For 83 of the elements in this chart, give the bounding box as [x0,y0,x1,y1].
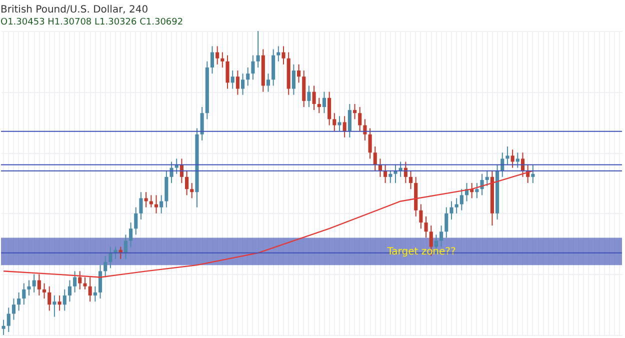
candlestick [37,274,41,296]
candlestick [144,192,148,208]
candlestick [134,206,138,236]
candlestick [73,270,77,293]
candlestick [307,85,311,108]
candlestick [444,206,448,238]
candlestick [450,200,454,220]
band-label: Target zone?? [386,246,456,258]
candlestick [256,30,260,68]
candlestick [62,288,66,312]
candlestick [296,64,301,84]
candlestick [338,116,342,132]
candlestick [332,112,336,132]
candlestick [506,146,510,166]
candlestick [83,276,87,290]
candlestick [226,54,230,90]
candlestick [317,97,321,114]
candlestick [368,128,372,160]
candlestick [230,70,234,90]
candlestick [454,198,458,214]
candlestick [200,106,204,141]
chart-subtitle: O1.30453 H1.30708 L1.30326 C1.30692 [0,18,184,28]
candlestick [348,103,352,138]
candlestick [42,282,46,300]
candlestick [216,46,220,65]
candlestick [266,73,270,92]
candlestick [58,294,62,312]
candlestick [210,46,214,74]
candlestick [12,298,16,320]
candlestick [52,294,56,318]
candlestick [78,270,82,290]
candlestick [328,91,332,126]
candlestick [236,70,240,96]
candlestick [170,161,174,184]
candlestick [154,194,158,214]
candlestick [510,149,514,168]
candlestick [358,106,362,132]
candlestick [114,246,118,260]
candlestick [149,194,153,208]
candlestick [124,234,128,260]
candlestick [485,170,489,187]
candlestick [312,85,316,111]
candlestick [531,164,535,184]
candlestick [408,170,413,190]
candlestick [27,280,31,296]
candlestick [363,118,367,141]
chart-title: British Pound/U.S. Dollar, 240 [0,4,148,16]
candlestick [419,204,423,230]
candlestick [104,255,108,278]
candlestick [93,286,97,302]
candlestick [48,286,52,312]
candlestick [160,194,164,214]
candlestick [98,264,102,300]
candlestick [388,170,392,184]
candlestick [17,292,21,312]
candlestick [246,66,250,86]
candlestick [373,146,377,172]
candlestick [185,170,189,196]
candlestick [220,52,224,68]
candlestick [6,307,10,332]
candlestick [282,46,286,65]
candlestick [440,225,444,248]
candlestick [475,182,479,199]
candlestick [139,192,143,220]
candlestick [2,319,6,336]
candlestick [241,73,245,96]
candlestick [424,216,428,238]
candlestick [460,188,464,211]
candlestick [276,46,280,62]
candlestick [322,91,326,114]
candlestick [190,182,194,199]
candlestick [292,64,296,96]
candlestick [32,274,36,293]
candlestick [342,116,346,138]
candlestick [22,282,26,306]
candlestick [480,173,484,196]
candlestick [88,276,92,302]
candlestick [516,152,520,168]
candlestick [108,246,112,269]
candlestick [352,103,357,120]
candlestick [129,222,133,248]
candlestick [68,280,72,302]
candlestick [251,54,255,80]
